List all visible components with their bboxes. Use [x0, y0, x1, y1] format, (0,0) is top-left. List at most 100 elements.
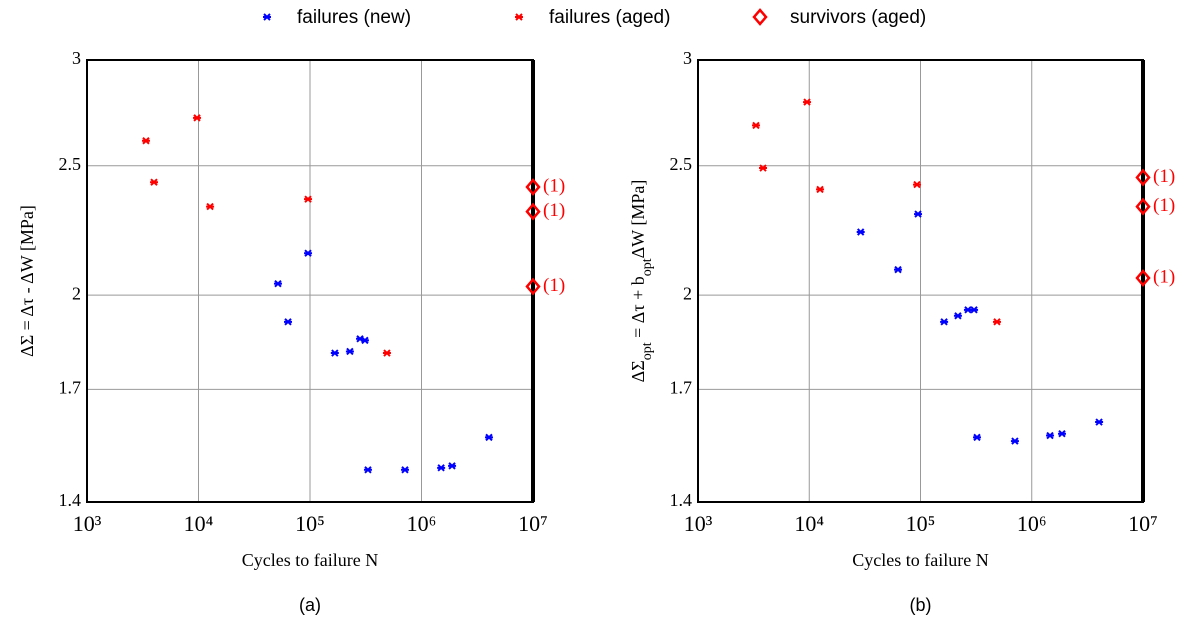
- failure-marker: [953, 312, 962, 320]
- annotation: (1): [543, 175, 565, 196]
- failure-marker: [1010, 437, 1019, 445]
- x-tick-label: 10³: [73, 511, 102, 536]
- failure-marker: [1057, 429, 1066, 438]
- marker-stroke: [759, 164, 768, 172]
- marker-stroke: [912, 180, 921, 189]
- y-label-part: = Δτ + b: [628, 276, 648, 342]
- y-label-part: ΔΣ = Δτ - ΔW [MPa]: [17, 205, 37, 357]
- failure-marker: [273, 279, 282, 288]
- marker-stroke: [273, 279, 282, 288]
- failure-marker: [515, 13, 523, 21]
- failure-marker: [912, 180, 921, 189]
- failure-marker: [484, 433, 493, 442]
- marker-stroke: [263, 13, 271, 21]
- legend-label: survivors (aged): [790, 7, 926, 28]
- y-tick-label: 3: [683, 48, 692, 68]
- x-tick-label: 10⁵: [906, 511, 936, 536]
- failure-marker: [1095, 418, 1104, 426]
- failure-marker: [759, 164, 768, 172]
- failure-marker: [360, 336, 369, 345]
- panel-caption: (a): [299, 595, 321, 615]
- legend-label: failures (aged): [549, 7, 670, 28]
- annotation: (1): [1153, 195, 1175, 216]
- y-tick-label: 1.7: [670, 378, 693, 398]
- failure-marker: [330, 349, 339, 357]
- failure-marker: [382, 349, 391, 357]
- failure-marker: [914, 210, 923, 218]
- x-tick-label: 10⁷: [518, 511, 548, 536]
- survivor-marker: [525, 178, 541, 196]
- annotation: (1): [1153, 266, 1175, 287]
- panel-caption: (b): [910, 595, 932, 615]
- failure-marker: [970, 306, 979, 314]
- y-label-subscript: opt: [640, 258, 655, 276]
- marker-stroke: [206, 202, 215, 211]
- marker-stroke: [953, 312, 962, 320]
- failure-marker: [816, 185, 825, 194]
- x-tick-label: 10⁴: [184, 511, 214, 536]
- marker-stroke: [360, 336, 369, 345]
- survivor-marker: [1135, 168, 1151, 187]
- annotation: (1): [543, 200, 565, 221]
- failure-marker: [363, 466, 372, 474]
- y-tick-label: 1.7: [59, 378, 82, 398]
- marker-stroke: [304, 249, 313, 257]
- survivor-marker: [752, 8, 768, 26]
- marker-stroke: [382, 349, 391, 357]
- y-tick-label: 1.4: [670, 490, 693, 510]
- failure-marker: [1046, 431, 1055, 440]
- y-label-part: ΔW [MPa]: [628, 180, 648, 259]
- y-label-subscript: opt: [640, 342, 655, 360]
- x-axis-label: Cycles to failure N: [242, 550, 378, 570]
- y-label-part: ΔΣ: [628, 360, 648, 382]
- failure-marker: [193, 114, 202, 122]
- marker-stroke: [141, 137, 150, 145]
- x-tick-label: 10⁶: [407, 511, 437, 536]
- y-axis-label: ΔΣopt = Δτ + boptΔW [MPa]: [628, 180, 655, 383]
- failure-marker: [400, 466, 409, 474]
- survivor-marker: [1135, 269, 1151, 287]
- annotation: (1): [543, 275, 565, 296]
- marker-stroke: [484, 433, 493, 442]
- failure-marker: [263, 13, 271, 21]
- marker-stroke: [400, 466, 409, 474]
- x-tick-label: 10³: [684, 511, 713, 536]
- failure-marker: [448, 462, 457, 470]
- failure-marker: [856, 228, 865, 236]
- failure-marker: [206, 202, 215, 211]
- failure-marker: [751, 121, 760, 130]
- failure-marker: [972, 433, 981, 442]
- failure-marker: [345, 347, 354, 356]
- marker-stroke: [1095, 418, 1104, 426]
- marker-stroke: [1046, 431, 1055, 440]
- failure-marker: [940, 318, 949, 326]
- marker-stroke: [150, 178, 159, 186]
- marker-stroke: [970, 306, 979, 314]
- marker-stroke: [304, 195, 313, 203]
- y-tick-label: 3: [72, 48, 81, 68]
- marker-stroke: [1010, 437, 1019, 445]
- failure-marker: [304, 195, 313, 203]
- x-tick-label: 10⁷: [1128, 511, 1158, 536]
- marker-stroke: [330, 349, 339, 357]
- failure-marker: [992, 318, 1001, 326]
- x-tick-label: 10⁶: [1017, 511, 1047, 536]
- marker-stroke: [972, 433, 981, 442]
- survivor-marker: [1135, 197, 1151, 216]
- x-axis-label: Cycles to failure N: [852, 550, 988, 570]
- marker-stroke: [940, 318, 949, 326]
- marker-stroke: [816, 185, 825, 194]
- marker-stroke: [856, 228, 865, 236]
- x-tick-label: 10⁴: [794, 511, 824, 536]
- plot: 10³ 10⁴ 10⁵ 10⁶ 10⁷ 1.4 1.7 2 2.5 3 Cycles to fail…: [628, 48, 1175, 615]
- failure-marker: [894, 265, 903, 274]
- legend-label: failures (new): [297, 7, 411, 28]
- marker-stroke: [284, 318, 293, 326]
- y-axis-label: ΔΣ = Δτ - ΔW [MPa]: [17, 205, 37, 357]
- x-tick-label: 10⁵: [295, 511, 325, 536]
- y-tick-label: 1.4: [59, 490, 82, 510]
- failure-marker: [150, 178, 159, 186]
- marker-stroke: [914, 210, 923, 218]
- marker-stroke: [515, 13, 523, 21]
